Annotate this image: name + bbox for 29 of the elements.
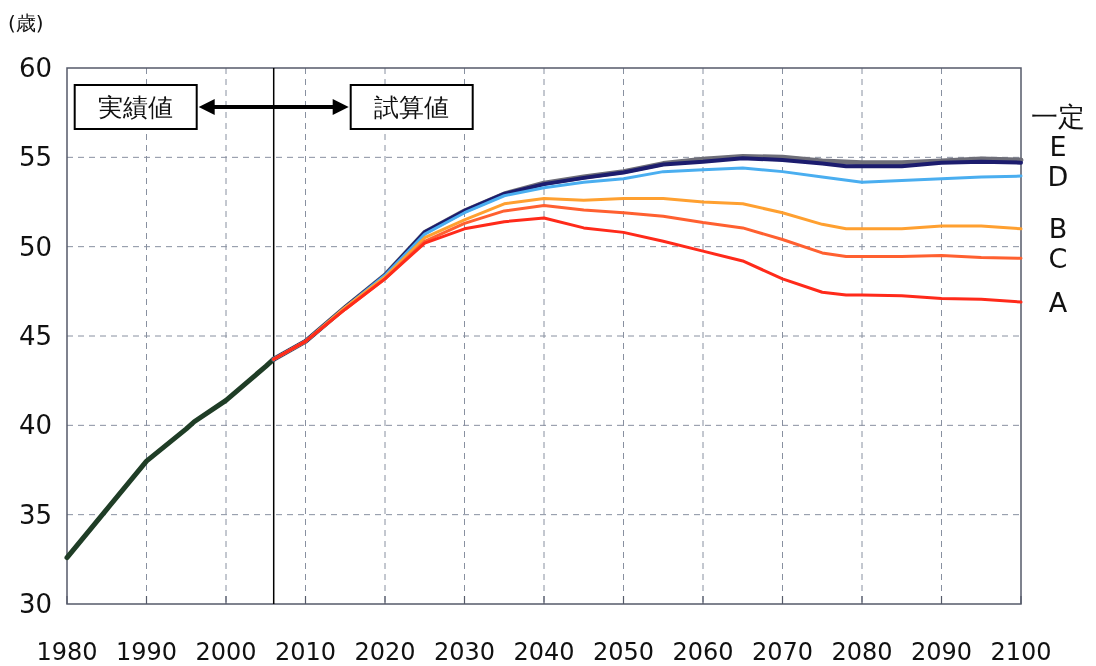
y-tick-label: 45	[18, 321, 52, 351]
series-label: E	[1049, 131, 1067, 163]
y-tick-label: 35	[18, 499, 52, 530]
y-tick-label: 50	[18, 231, 52, 262]
series-label: C	[1048, 243, 1068, 275]
x-tick-label: 2020	[354, 638, 416, 666]
series-label: A	[1048, 287, 1068, 319]
x-tick-label: 2000	[195, 638, 257, 666]
y-tick-label: 30	[18, 589, 52, 619]
y-tick-label: 60	[18, 53, 52, 83]
x-tick-label: 2050	[592, 638, 655, 666]
series-label: B	[1048, 213, 1068, 245]
series-label: 一定	[1031, 101, 1085, 133]
x-tick-label: 2080	[831, 638, 893, 666]
y-axis-title: (歳)	[8, 11, 44, 35]
x-tick-label: 2010	[274, 638, 337, 666]
x-tick-label: 2040	[513, 638, 575, 666]
x-tick-label: 2070	[751, 638, 814, 666]
x-tick-label: 1990	[115, 638, 178, 666]
x-tick-label: 2090	[910, 638, 973, 666]
x-tick-label: 1980	[36, 638, 98, 666]
y-tick-label: 55	[18, 142, 52, 173]
annotation: 実績値	[98, 93, 174, 122]
x-tick-label: 2100	[990, 638, 1052, 666]
x-tick-label: 2030	[433, 638, 496, 666]
series-label: D	[1047, 161, 1069, 193]
x-tick-label: 2060	[672, 638, 734, 666]
annotation: 試算値	[374, 93, 450, 122]
y-tick-label: 40	[18, 410, 52, 441]
